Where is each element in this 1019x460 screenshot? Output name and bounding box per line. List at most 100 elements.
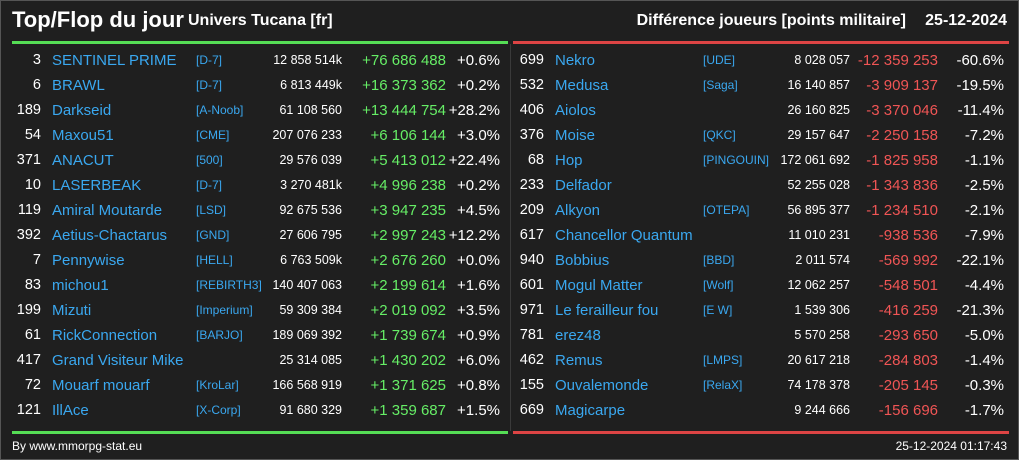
alliance-tag-link[interactable]: [Wolf]	[703, 278, 734, 292]
player-name-link[interactable]: Nekro	[555, 52, 596, 69]
alliance-tag-link[interactable]: [BBD]	[703, 253, 735, 267]
alliance-tag-link[interactable]: [A-Noob]	[196, 103, 244, 117]
alliance-tag-link[interactable]: [LMPS]	[703, 353, 743, 367]
alliance-tag-link[interactable]: [D-7]	[196, 78, 223, 92]
player-rank: 699	[519, 52, 544, 68]
player-points: 6 813 449k	[280, 78, 342, 92]
alliance-tag-link[interactable]: [D-7]	[196, 53, 223, 67]
alliance-tag-link[interactable]: [E W]	[703, 303, 733, 317]
alliance-tag-link[interactable]: [X-Corp]	[196, 403, 241, 417]
flop-row: 155 Ouvalemonde [RelaX] 74 178 378 -205 145 -…	[511, 373, 1019, 398]
top-row: 72 Mouarf mouarf [KroLar] 166 568 919 +1 371…	[1, 373, 510, 398]
points-difference: +6 106 144	[370, 127, 447, 144]
player-points: 61 108 560	[279, 103, 342, 117]
points-difference: +2 676 260	[370, 252, 447, 269]
player-name-link[interactable]: Mizuti	[52, 302, 92, 319]
player-points: 3 270 481k	[280, 178, 342, 192]
player-points: 11 010 231	[788, 228, 850, 242]
alliance-tag-link[interactable]: [BARJO]	[196, 328, 243, 342]
flop-row: 532 Medusa [Saga] 16 140 857 -3 909 137 -19.5…	[511, 73, 1019, 98]
points-difference: -548 501	[878, 277, 938, 294]
points-difference: -205 145	[878, 377, 938, 394]
percent-change: -1.1%	[964, 152, 1004, 169]
player-rank: 417	[16, 352, 41, 368]
player-name-link[interactable]: michou1	[52, 277, 109, 294]
source-link[interactable]: By www.mmorpg-stat.eu	[12, 439, 143, 453]
percent-change: -0.3%	[964, 377, 1004, 394]
alliance-tag-link[interactable]: [LSD]	[196, 203, 227, 217]
alliance-tag-link[interactable]: [D-7]	[196, 178, 223, 192]
points-difference: +5 413 012	[370, 152, 447, 169]
alliance-tag-link[interactable]: [Saga]	[703, 78, 738, 92]
player-name-link[interactable]: Mogul Matter	[555, 277, 643, 294]
player-rank: 155	[519, 377, 544, 393]
player-name-link[interactable]: Alkyon	[555, 202, 601, 219]
player-name-link[interactable]: Darkseid	[52, 102, 112, 119]
player-name-link[interactable]: Pennywise	[52, 252, 125, 269]
alliance-tag-link[interactable]: [REBIRTH3]	[196, 278, 262, 292]
player-name-link[interactable]: Medusa	[555, 77, 609, 94]
player-name-link[interactable]: Magicarpe	[555, 402, 626, 419]
metric-label: Différence joueurs [points militaire]	[636, 12, 906, 29]
flop-row: 209 Alkyon [OTEPA] 56 895 377 -1 234 510 -2.1…	[511, 198, 1019, 223]
alliance-tag-link[interactable]: [HELL]	[196, 253, 233, 267]
player-points: 92 675 536	[279, 203, 342, 217]
player-rank: 209	[519, 202, 544, 218]
player-name-link[interactable]: Moise	[555, 127, 596, 144]
timestamp: 25-12-2024 01:17:43	[895, 439, 1007, 453]
alliance-tag-link[interactable]: [PINGOUIN]	[703, 153, 770, 167]
percent-change: -7.9%	[964, 227, 1004, 244]
player-name-link[interactable]: Grand Visiteur Mike	[52, 352, 184, 369]
player-name-link[interactable]: Mouarf mouarf	[52, 377, 150, 394]
alliance-tag-link[interactable]: [UDE]	[703, 53, 736, 67]
player-name-link[interactable]: Hop	[555, 152, 583, 169]
points-difference: +1 359 687	[370, 402, 447, 419]
alliance-tag-link[interactable]: [500]	[196, 153, 223, 167]
alliance-tag-link[interactable]: [OTEPA]	[703, 203, 750, 217]
player-name-link[interactable]: Amiral Moutarde	[52, 202, 163, 219]
player-name-link[interactable]: Maxou51	[52, 127, 114, 144]
player-name-link[interactable]: RickConnection	[52, 327, 158, 344]
player-name-link[interactable]: IllAce	[52, 402, 89, 419]
percent-change: -60.6%	[956, 52, 1004, 69]
player-name-link[interactable]: Aiolos	[555, 102, 596, 119]
player-name-link[interactable]: Bobbius	[555, 252, 610, 269]
alliance-tag-link[interactable]: [QKC]	[703, 128, 736, 142]
player-rank: 83	[24, 277, 41, 293]
top-row: 6 BRAWL [D-7] 6 813 449k +16 373 362 +0.2%	[1, 73, 510, 98]
alliance-tag-link[interactable]: [Imperium]	[196, 303, 253, 317]
percent-change: +0.8%	[457, 377, 500, 394]
player-name-link[interactable]: ANACUT	[52, 152, 114, 169]
top-row: 7 Pennywise [HELL] 6 763 509k +2 676 260 +0.0…	[1, 248, 510, 273]
percent-change: +1.6%	[457, 277, 500, 294]
player-rank: 199	[16, 302, 41, 318]
flop-row: 406 Aiolos 26 160 825 -3 370 046 -11.4%	[511, 98, 1019, 123]
points-difference: +2 997 243	[370, 227, 447, 244]
player-name-link[interactable]: Le ferailleur fou	[555, 302, 659, 319]
points-difference: -1 234 510	[866, 202, 938, 219]
percent-change: -2.1%	[964, 202, 1004, 219]
flop-row: 940 Bobbius [BBD] 2 011 574 -569 992 -22.1%	[511, 248, 1019, 273]
player-name-link[interactable]: Delfador	[555, 177, 612, 194]
points-difference: +3 947 235	[370, 202, 447, 219]
player-name-link[interactable]: erez48	[555, 327, 601, 344]
top-losers-panel: 699 Nekro [UDE] 8 028 057 -12 359 253 -60.6% 5…	[511, 48, 1019, 428]
points-difference: -3 370 046	[866, 102, 938, 119]
alliance-tag-link[interactable]: [KroLar]	[196, 378, 239, 392]
alliance-tag-link[interactable]: [CME]	[196, 128, 230, 142]
top-row: 83 michou1 [REBIRTH3] 140 407 063 +2 199 614…	[1, 273, 510, 298]
alliance-tag-link[interactable]: [RelaX]	[703, 378, 743, 392]
player-name-link[interactable]: Aetius-Chactarus	[52, 227, 168, 244]
player-points: 74 178 378	[787, 378, 850, 392]
player-name-link[interactable]: Chancellor Quantum	[555, 227, 693, 244]
percent-change: -19.5%	[956, 77, 1004, 94]
player-rank: 601	[519, 277, 544, 293]
player-name-link[interactable]: Ouvalemonde	[555, 377, 649, 394]
player-name-link[interactable]: BRAWL	[52, 77, 105, 94]
player-name-link[interactable]: LASERBEAK	[52, 177, 142, 194]
player-name-link[interactable]: Remus	[555, 352, 603, 369]
percent-change: +0.9%	[457, 327, 500, 344]
panel-divider	[510, 44, 511, 431]
alliance-tag-link[interactable]: [GND]	[196, 228, 230, 242]
player-name-link[interactable]: SENTINEL PRIME	[52, 52, 177, 69]
